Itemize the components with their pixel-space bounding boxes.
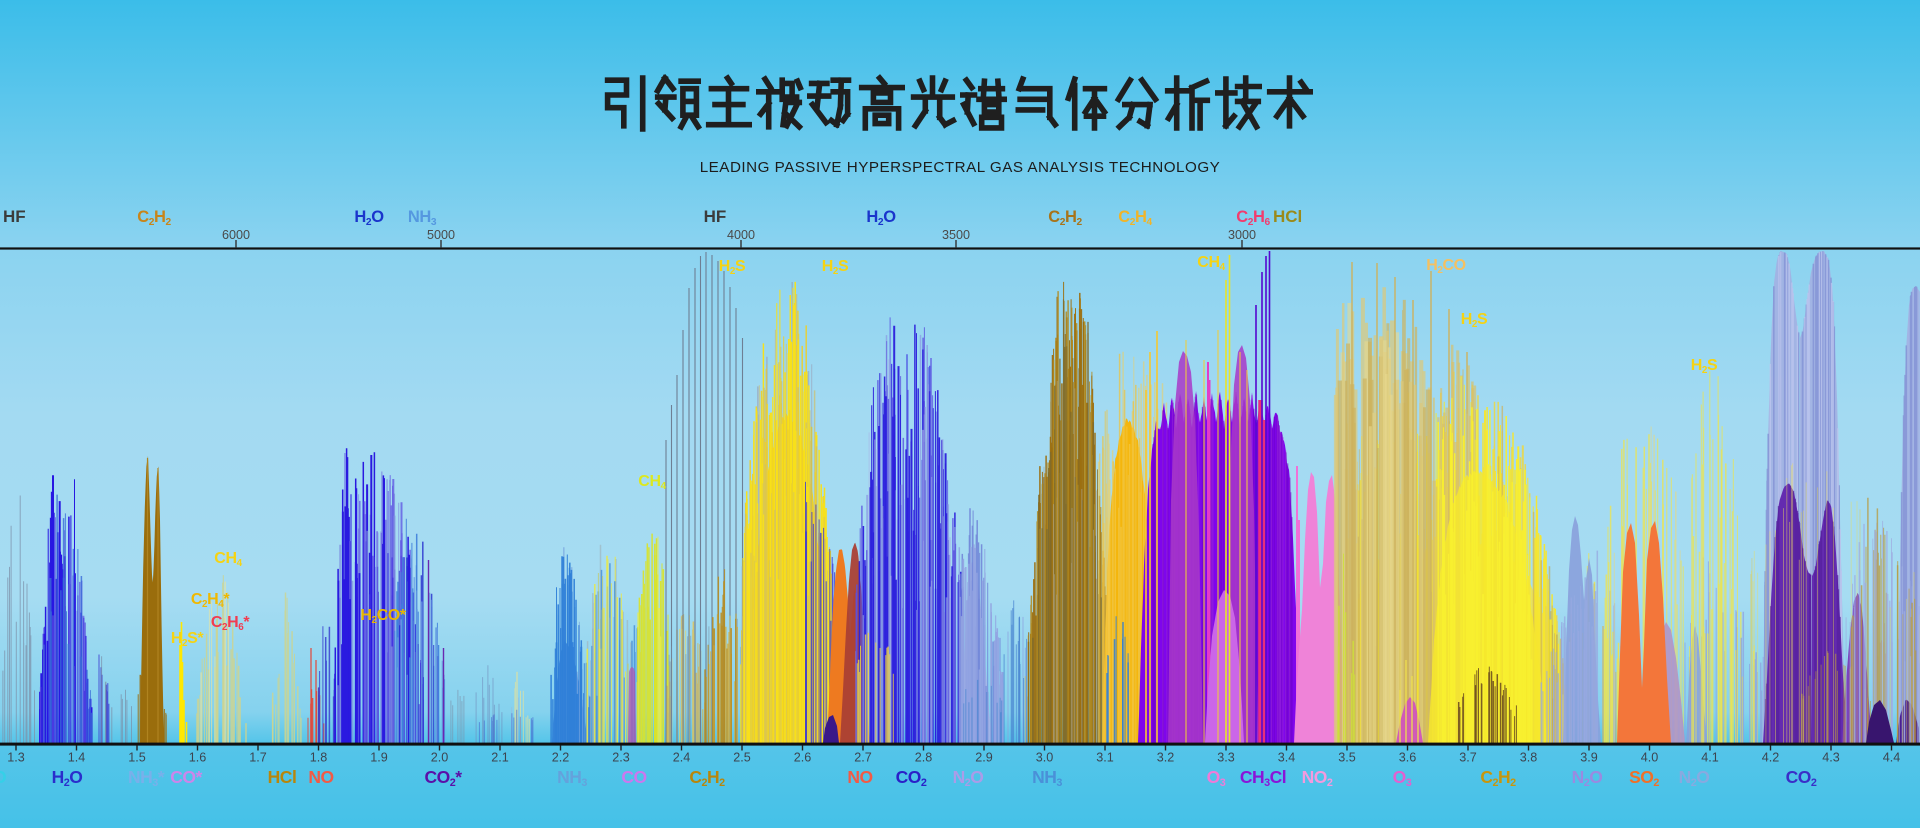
svg-text:HCl: HCl bbox=[1273, 207, 1302, 226]
svg-text:1.3: 1.3 bbox=[7, 751, 25, 765]
svg-text:5000: 5000 bbox=[427, 228, 455, 242]
svg-text:H2​S: H2​S bbox=[822, 258, 849, 277]
svg-text:3000: 3000 bbox=[1228, 228, 1256, 242]
svg-text:4.0: 4.0 bbox=[1641, 751, 1659, 765]
svg-text:4000: 4000 bbox=[727, 228, 755, 242]
svg-text:3.9: 3.9 bbox=[1580, 751, 1598, 765]
svg-text:CO: CO bbox=[621, 767, 646, 787]
svg-text:H2​CO*: H2​CO* bbox=[360, 607, 406, 626]
svg-text:2.3: 2.3 bbox=[612, 751, 630, 765]
svg-text:2.5: 2.5 bbox=[733, 751, 751, 765]
svg-text:LEADING PASSIVE HYPERSPECTRAL: LEADING PASSIVE HYPERSPECTRAL GAS ANALYS… bbox=[700, 159, 1221, 176]
svg-text:H2​O: H2​O bbox=[52, 767, 83, 789]
svg-text:CO*: CO* bbox=[170, 767, 202, 787]
svg-text:3500: 3500 bbox=[942, 228, 970, 242]
svg-text:NH3​*: NH3​* bbox=[128, 767, 165, 789]
svg-text:2.6: 2.6 bbox=[794, 751, 812, 765]
svg-text:3.8: 3.8 bbox=[1520, 751, 1538, 765]
svg-text:CO2​*: CO2​* bbox=[424, 767, 462, 789]
svg-text:H2​O: H2​O bbox=[354, 208, 384, 228]
svg-text:H2​S: H2​S bbox=[1691, 357, 1718, 376]
svg-text:H2​CO: H2​CO bbox=[1426, 257, 1465, 276]
svg-text:3.2: 3.2 bbox=[1157, 751, 1175, 765]
svg-text:N2​O: N2​O bbox=[1679, 767, 1710, 789]
svg-text:2.1: 2.1 bbox=[491, 751, 509, 765]
svg-text:1.6: 1.6 bbox=[189, 751, 207, 765]
svg-text:C2​H6​*: C2​H6​* bbox=[211, 614, 251, 633]
svg-text:H2​O: H2​O bbox=[866, 208, 896, 228]
svg-text:3.7: 3.7 bbox=[1459, 751, 1477, 765]
svg-text:4.4: 4.4 bbox=[1883, 751, 1901, 765]
svg-text:4.3: 4.3 bbox=[1822, 751, 1840, 765]
svg-text:4.1: 4.1 bbox=[1701, 751, 1719, 765]
svg-text:4.2: 4.2 bbox=[1762, 751, 1780, 765]
svg-text:1.4: 1.4 bbox=[68, 751, 86, 765]
svg-text:HF: HF bbox=[704, 207, 727, 226]
svg-text:H2​S: H2​S bbox=[1461, 311, 1488, 330]
svg-text:3.5: 3.5 bbox=[1338, 751, 1356, 765]
svg-text:6000: 6000 bbox=[222, 228, 250, 242]
svg-text:1.7: 1.7 bbox=[249, 751, 267, 765]
svg-text:H2​S: H2​S bbox=[719, 258, 746, 277]
svg-text:3.3: 3.3 bbox=[1217, 751, 1235, 765]
svg-text:C2​H4​*: C2​H4​* bbox=[191, 591, 231, 610]
svg-text:NO: NO bbox=[308, 767, 333, 787]
svg-text:2.0: 2.0 bbox=[431, 751, 449, 765]
svg-text:2.8: 2.8 bbox=[915, 751, 933, 765]
svg-text:NO: NO bbox=[847, 767, 872, 787]
svg-text:2.9: 2.9 bbox=[975, 751, 993, 765]
svg-text:CH3​Cl: CH3​Cl bbox=[1240, 767, 1286, 789]
svg-text:3.1: 3.1 bbox=[1096, 751, 1114, 765]
svg-text:3.4: 3.4 bbox=[1278, 751, 1296, 765]
svg-text:1.8: 1.8 bbox=[310, 751, 328, 765]
svg-text:N2​O: N2​O bbox=[953, 767, 984, 789]
svg-text:2.4: 2.4 bbox=[673, 751, 691, 765]
svg-text:HCl: HCl bbox=[268, 767, 297, 787]
svg-text:O: O bbox=[0, 767, 7, 787]
svg-text:3.0: 3.0 bbox=[1036, 751, 1054, 765]
svg-text:HF: HF bbox=[3, 207, 26, 226]
svg-text:1.9: 1.9 bbox=[370, 751, 388, 765]
svg-text:3.6: 3.6 bbox=[1399, 751, 1417, 765]
svg-text:1.5: 1.5 bbox=[128, 751, 146, 765]
svg-text:2.7: 2.7 bbox=[854, 751, 872, 765]
svg-text:H2​S*: H2​S* bbox=[171, 630, 205, 649]
svg-text:2.2: 2.2 bbox=[552, 751, 570, 765]
svg-text:N2​O: N2​O bbox=[1572, 767, 1603, 789]
